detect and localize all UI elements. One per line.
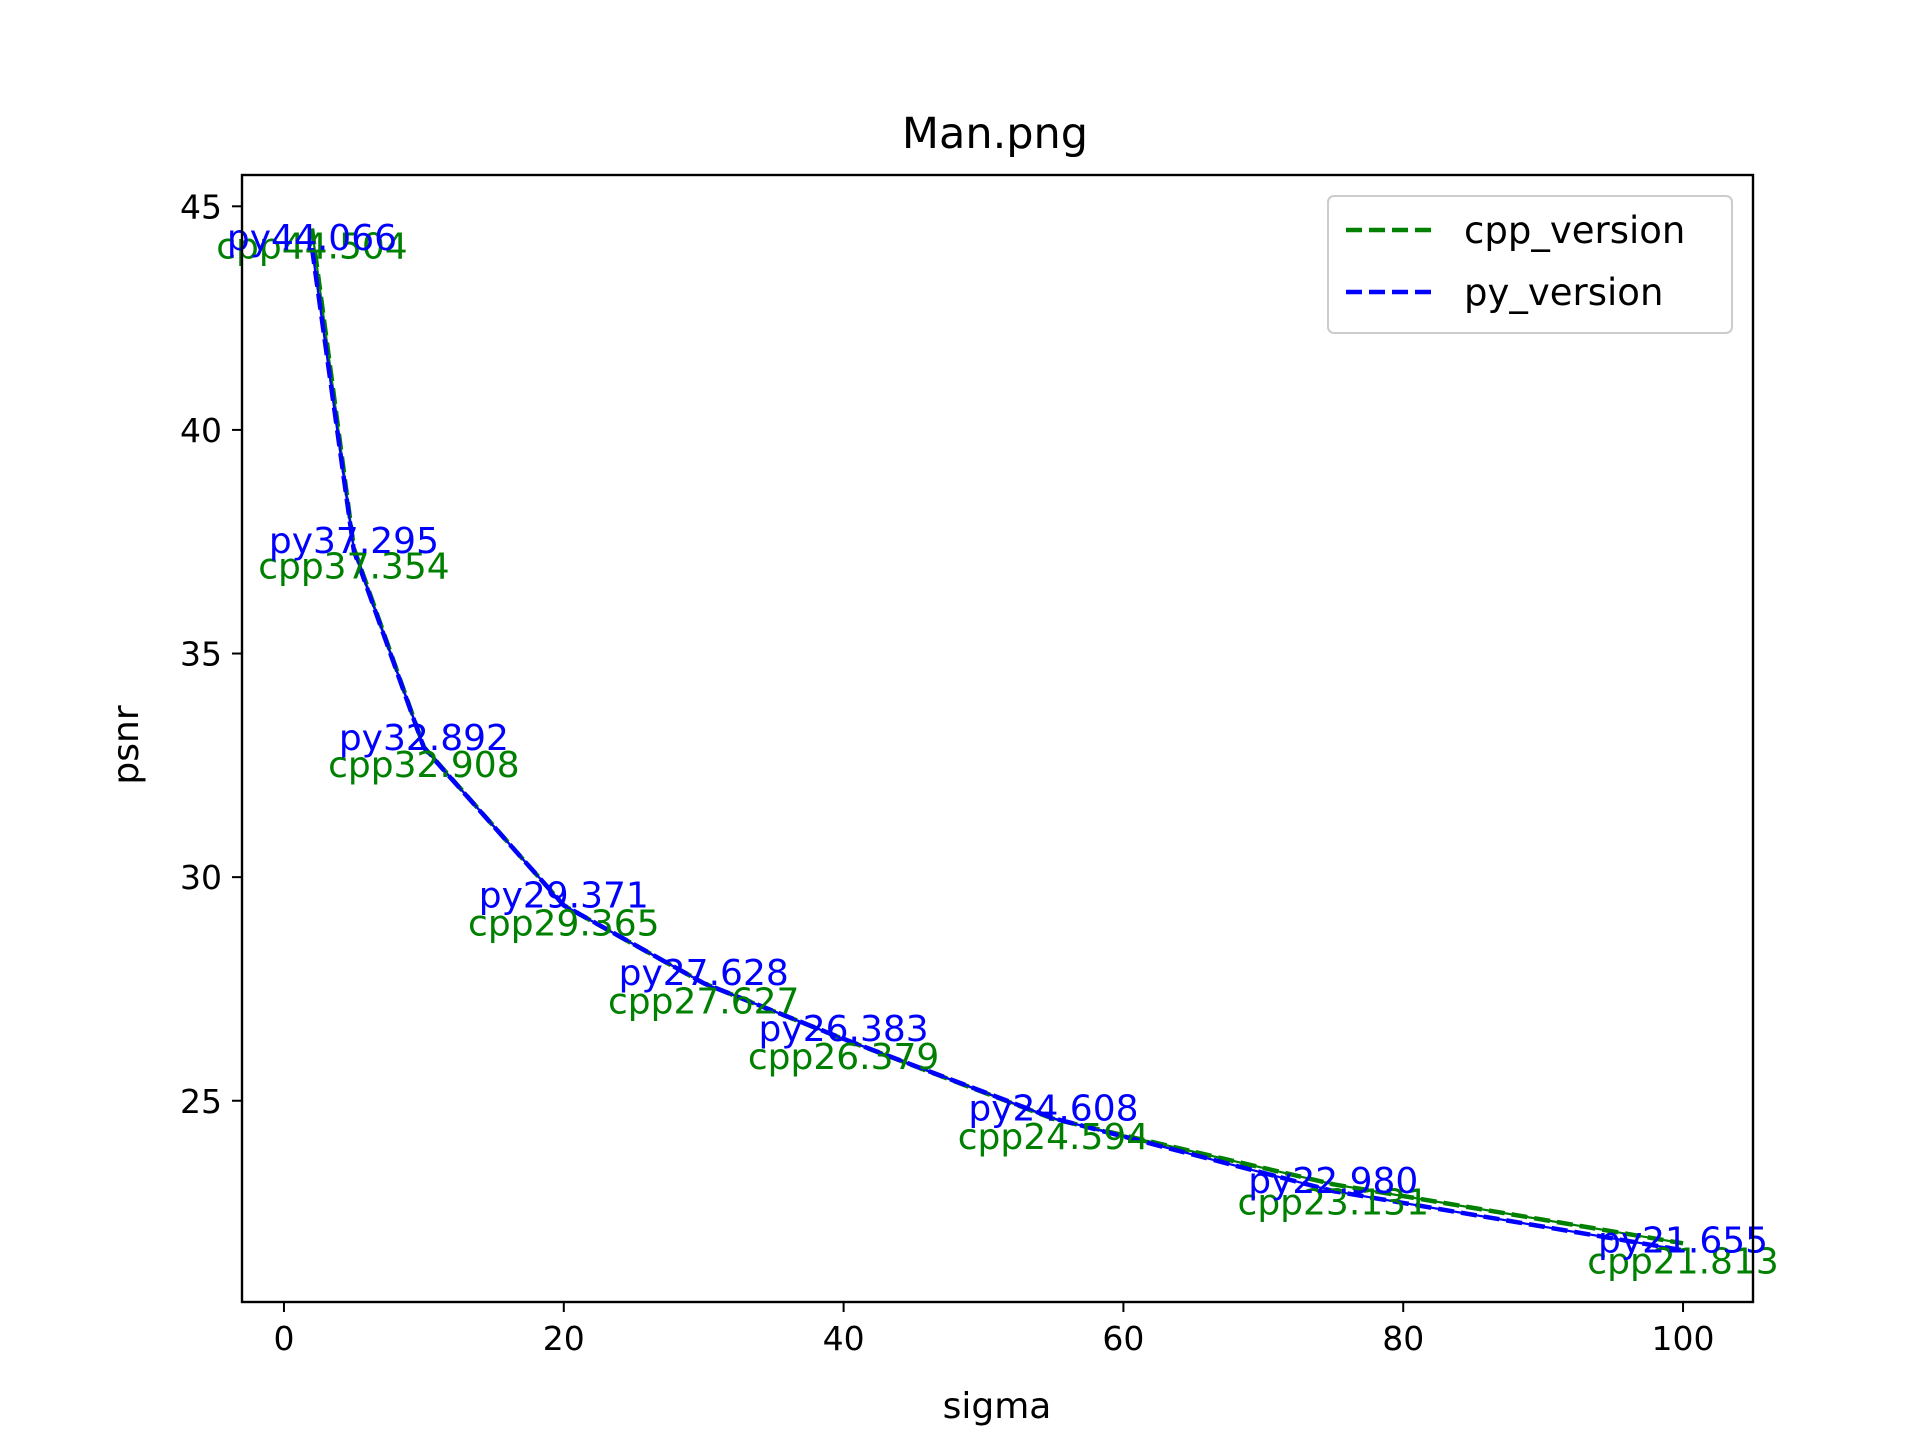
data-label-cpp_version: cpp24.594 <box>958 1117 1149 1158</box>
chart-title: Man.png <box>902 109 1088 159</box>
y-tick-label: 35 <box>180 635 222 674</box>
data-label-py_version: py29.371 <box>479 875 649 916</box>
data-label-py_version: py44.066 <box>227 218 397 259</box>
data-label-cpp_version: cpp23.131 <box>1238 1182 1429 1223</box>
x-tick-label: 40 <box>823 1319 865 1358</box>
x-tick-label: 80 <box>1382 1319 1424 1358</box>
data-label-py_version: py22.980 <box>1248 1161 1418 1202</box>
data-label-cpp_version: cpp44.504 <box>216 226 407 267</box>
data-label-py_version: py27.628 <box>619 953 789 994</box>
point-annotations: cpp44.504 cpp37.354 cpp32.908 cpp29.365 cpp2… <box>216 218 1779 1282</box>
x-tick-label: 60 <box>1102 1319 1144 1358</box>
data-label-cpp_version: cpp26.379 <box>748 1037 939 1078</box>
data-label-py_version: py26.383 <box>759 1009 929 1050</box>
y-tick-label: 30 <box>180 858 222 897</box>
data-label-cpp_version: cpp21.813 <box>1587 1241 1778 1282</box>
plot-area-frame <box>240 173 1755 1304</box>
x-axis-ticks: 0 20 40 60 80 100 <box>273 1302 1715 1358</box>
y-axis-ticks: 25 30 35 40 45 <box>180 187 242 1121</box>
data-label-cpp_version: cpp32.908 <box>328 745 519 786</box>
data-label-cpp_version: cpp27.627 <box>608 981 799 1022</box>
y-tick-label: 40 <box>180 411 222 450</box>
y-tick-label: 25 <box>180 1082 222 1121</box>
data-label-cpp_version: cpp37.354 <box>258 546 449 587</box>
x-axis-label: sigma <box>943 1386 1052 1427</box>
x-tick-label: 20 <box>543 1319 585 1358</box>
legend-label-py: py_version <box>1464 271 1663 314</box>
x-tick-label: 0 <box>273 1319 294 1358</box>
data-label-py_version: py32.892 <box>339 718 509 759</box>
series-lines <box>309 228 1684 1253</box>
y-axis-label: psnr <box>106 705 147 784</box>
legend-label-cpp: cpp_version <box>1464 209 1685 252</box>
data-label-py_version: py21.655 <box>1598 1220 1768 1261</box>
data-label-py_version: py37.295 <box>269 521 439 562</box>
data-label-cpp_version: cpp29.365 <box>468 904 659 945</box>
y-tick-label: 45 <box>180 187 222 226</box>
series-line-py_version <box>309 247 1684 1253</box>
x-tick-label: 100 <box>1652 1319 1715 1358</box>
data-label-py_version: py24.608 <box>968 1088 1138 1129</box>
legend: cpp_version py_version <box>1327 195 1733 334</box>
